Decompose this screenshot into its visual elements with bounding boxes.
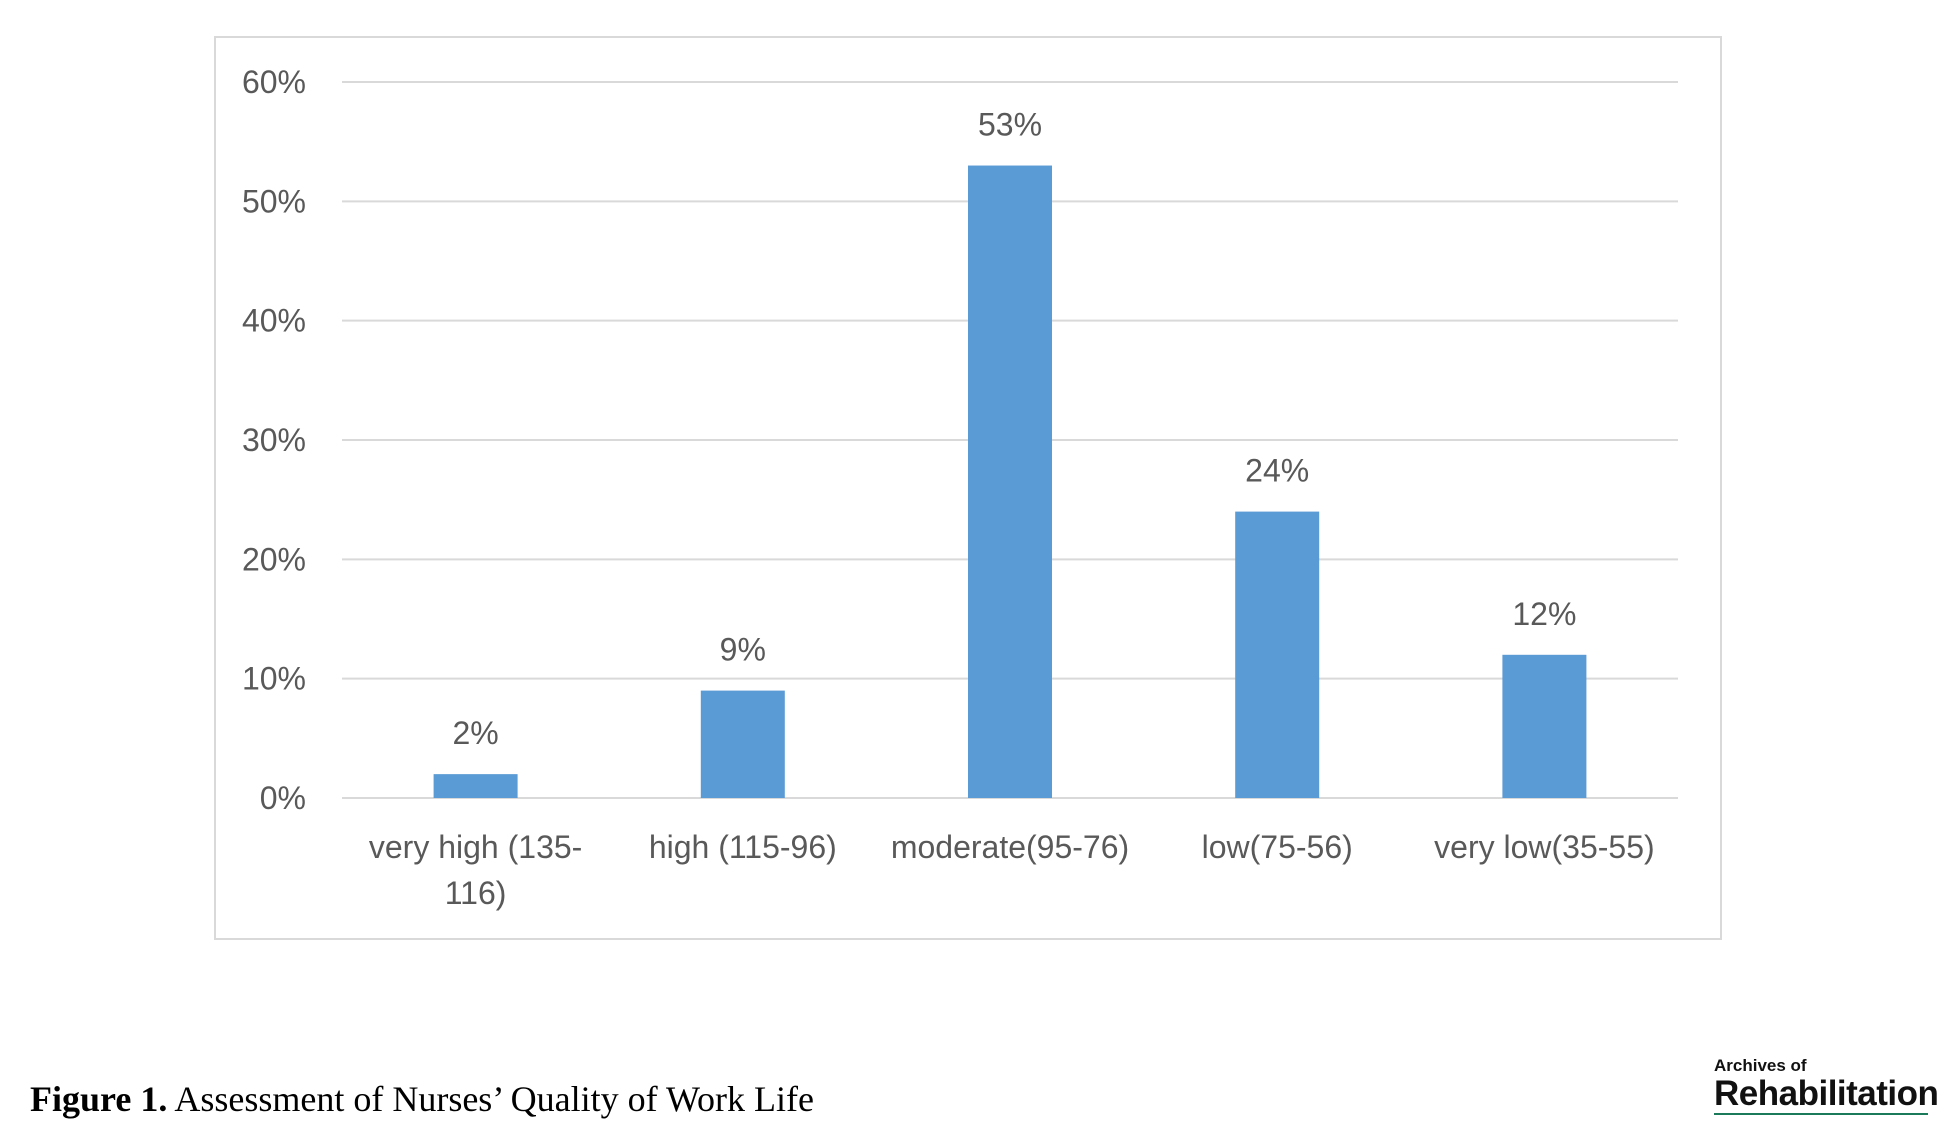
- figure-caption-text: Assessment of Nurses’ Quality of Work Li…: [167, 1079, 814, 1119]
- bars: [433, 165, 1587, 799]
- x-tick-label: high (115-96): [649, 829, 837, 865]
- data-label: 9%: [720, 632, 766, 668]
- x-tick-label: very low(35-55): [1434, 829, 1655, 865]
- logo-underline: [1714, 1113, 1928, 1115]
- bar-chart: 0% 10% 20% 30% 40% 50% 60% 2% 9% 53% 24% 12% very …: [242, 64, 1678, 911]
- data-label: 24%: [1245, 453, 1309, 489]
- x-axis-ticks: very high (135-116) high (115-96) moderate…: [369, 829, 1655, 911]
- y-tick-label: 10%: [242, 661, 306, 697]
- bar: [700, 690, 785, 798]
- y-tick-label: 50%: [242, 183, 306, 219]
- y-tick-label: 0%: [260, 780, 306, 816]
- bar: [1235, 511, 1320, 798]
- y-tick-label: 30%: [242, 422, 306, 458]
- data-label: 2%: [452, 715, 498, 751]
- bar: [1502, 654, 1587, 798]
- y-tick-label: 60%: [242, 64, 306, 100]
- bar: [968, 165, 1052, 799]
- figure-caption: Figure 1. Assessment of Nurses’ Quality …: [30, 1078, 814, 1120]
- x-tick-label: low(75-56): [1202, 829, 1353, 865]
- figure-label: Figure 1.: [30, 1079, 168, 1119]
- logo-line1: Archives of: [1714, 1056, 1807, 1075]
- y-axis-ticks: 0% 10% 20% 30% 40% 50% 60%: [242, 64, 306, 816]
- data-label: 12%: [1512, 596, 1576, 632]
- journal-logo: Archives of Rehabilitation: [1714, 1056, 1939, 1115]
- data-labels: 2% 9% 53% 24% 12%: [452, 107, 1576, 752]
- bar: [433, 774, 518, 798]
- x-tick-label: moderate(95-76): [891, 829, 1129, 865]
- y-tick-label: 20%: [242, 541, 306, 577]
- x-tick-label: very high (135-116): [369, 829, 582, 911]
- y-tick-label: 40%: [242, 303, 306, 339]
- data-label: 53%: [978, 107, 1042, 143]
- logo-line2: Rehabilitation: [1714, 1074, 1939, 1113]
